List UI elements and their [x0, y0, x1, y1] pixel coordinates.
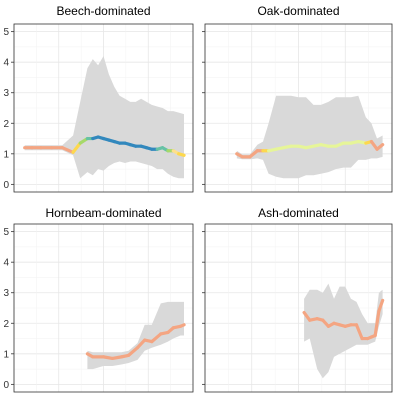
confidence-band — [304, 283, 383, 379]
panel-title: Hornbeam-dominated — [45, 206, 161, 220]
panel-title: Ash-dominated — [258, 206, 339, 220]
panel-beech-dominated: Beech-dominated 0 1 2 3 4 5 — [3, 4, 194, 193]
y-tick-label: 2 — [3, 319, 9, 330]
panel-border — [13, 223, 194, 393]
mean-line-segment — [126, 346, 140, 357]
panel-background — [204, 224, 393, 392]
panel-title: Oak-dominated — [257, 4, 339, 18]
panel-oak-dominated: Oak-dominated — [202, 4, 393, 193]
panel-border — [204, 223, 393, 393]
panel-border — [204, 23, 393, 193]
y-tick-label: 1 — [3, 349, 9, 360]
mean-line-segment — [248, 149, 259, 159]
confidence-band — [87, 301, 184, 370]
y-tick-label: 0 — [3, 380, 9, 391]
y-tick-label: 1 — [3, 149, 9, 160]
panel-border — [13, 23, 194, 193]
mean-line-segment — [373, 309, 381, 338]
mean-line-segment — [377, 298, 385, 313]
y-tick-label: 5 — [3, 27, 9, 38]
mean-line-segment — [150, 332, 163, 344]
confidence-band — [236, 95, 383, 179]
mean-line-segment — [178, 323, 186, 328]
y-tick-label: 5 — [3, 227, 9, 238]
panel-hornbeam-dominated: Hornbeam-dominated 0 1 2 3 4 5 — [3, 206, 194, 393]
y-tick-label: 3 — [3, 88, 9, 99]
panel-title: Beech-dominated — [56, 4, 150, 18]
y-tick-label: 3 — [3, 288, 9, 299]
y-tick-label: 0 — [3, 180, 9, 191]
panel-ash-dominated: Ash-dominated — [202, 206, 393, 393]
y-tick-label: 2 — [3, 119, 9, 130]
mean-line-segment — [354, 323, 364, 341]
mean-line-segment — [177, 152, 186, 157]
mean-line-segment — [375, 143, 385, 151]
y-tick-label: 4 — [3, 58, 9, 69]
y-tick-label: 4 — [3, 258, 9, 269]
mean-line-segment — [135, 338, 147, 350]
mean-line-segment — [60, 146, 75, 154]
mean-line-segment — [71, 141, 82, 154]
